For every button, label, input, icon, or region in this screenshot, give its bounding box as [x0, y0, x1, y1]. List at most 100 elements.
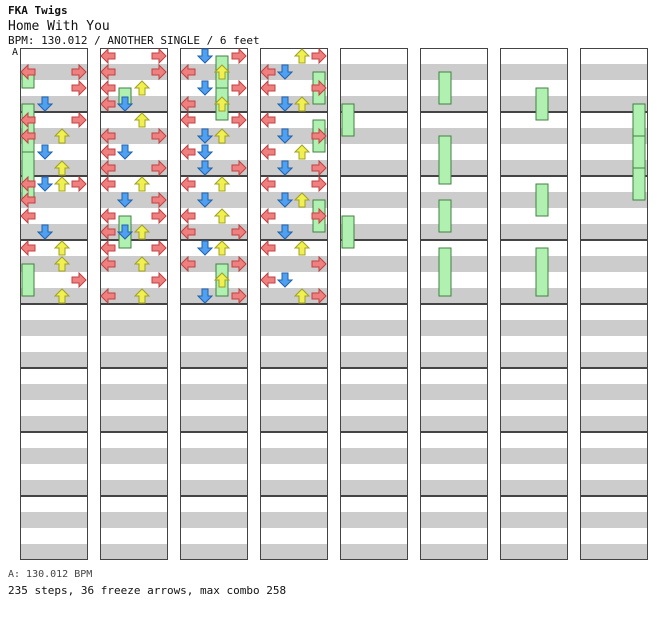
arrow-up-icon [293, 96, 311, 112]
chart-stripe [340, 480, 408, 496]
arrow-up-icon [213, 176, 231, 192]
chart-stripe [420, 48, 488, 64]
chart-stripe [340, 448, 408, 464]
chart-stripe [500, 144, 568, 160]
chart-stripe [420, 496, 488, 512]
arrow-left-icon [100, 95, 116, 113]
chart-stripe [580, 496, 648, 512]
chart-stripe [500, 256, 568, 272]
arrow-left-icon [260, 271, 276, 289]
chart-stripe [260, 224, 328, 240]
chart-stripe [500, 80, 568, 96]
chart-stripe [260, 320, 328, 336]
chart-stripe [340, 272, 408, 288]
measure-box [180, 304, 248, 368]
chart-stripe [100, 48, 168, 64]
arrow-right-icon [71, 63, 87, 81]
arrow-right-icon [311, 207, 327, 225]
freeze-arrow [438, 71, 452, 105]
arrow-left-icon [180, 255, 196, 273]
chart-stripe [100, 240, 168, 256]
chart-stripe [500, 464, 568, 480]
arrow-left-icon [20, 207, 36, 225]
chart-stripe [580, 144, 648, 160]
measure-box [500, 368, 568, 432]
arrow-down-icon [196, 80, 214, 96]
measure-box [20, 240, 88, 304]
arrow-up-icon [133, 256, 151, 272]
measure-box [500, 112, 568, 176]
chart-stripe [260, 544, 328, 560]
chart-stripe [180, 464, 248, 480]
chart-stripe [420, 368, 488, 384]
arrow-left-icon [100, 287, 116, 305]
arrow-up-icon [53, 240, 71, 256]
chart-stripe [580, 256, 648, 272]
measure-box [260, 48, 328, 112]
arrow-right-icon [231, 223, 247, 241]
chart-stripe [500, 96, 568, 112]
arrow-right-icon [151, 47, 167, 65]
chart-stripe [20, 416, 88, 432]
chart-stripe [420, 208, 488, 224]
freeze-arrow [341, 215, 355, 249]
chart-stripe [500, 176, 568, 192]
chart-stripe [180, 224, 248, 240]
measure-box [100, 432, 168, 496]
chart-stripe [580, 528, 648, 544]
chart-stripe [180, 272, 248, 288]
chart-stripe [420, 352, 488, 368]
measure-box [260, 176, 328, 240]
chart-stripe [20, 352, 88, 368]
chart-stripe [20, 64, 88, 80]
arrow-right-icon [231, 255, 247, 273]
measure-box [420, 240, 488, 304]
chart-stripe [180, 368, 248, 384]
measure-box [420, 48, 488, 112]
chart-stripe [180, 240, 248, 256]
chart-stripe [100, 176, 168, 192]
chart-stripe [20, 192, 88, 208]
chart-stripe [500, 480, 568, 496]
chart-stripe [420, 384, 488, 400]
measure-box [420, 432, 488, 496]
arrow-right-icon [71, 79, 87, 97]
chart-stripe [180, 432, 248, 448]
chart-stripe [500, 48, 568, 64]
chart-stripe [100, 272, 168, 288]
measure-box [180, 176, 248, 240]
chart-stripe [420, 512, 488, 528]
freeze-arrow [535, 247, 549, 297]
chart-stripe [100, 224, 168, 240]
arrow-down-icon [196, 128, 214, 144]
arrow-right-icon [71, 175, 87, 193]
chart-stripe [100, 400, 168, 416]
chart-stripe [20, 528, 88, 544]
arrow-left-icon [180, 95, 196, 113]
chart-stripe [580, 176, 648, 192]
arrow-down-icon [196, 48, 214, 64]
chart-stripe [420, 240, 488, 256]
chart-stripe [180, 192, 248, 208]
chart-stripe [20, 144, 88, 160]
chart-stripe [500, 544, 568, 560]
chart-stripe [260, 496, 328, 512]
arrow-right-icon [231, 79, 247, 97]
freeze-arrow [21, 263, 35, 297]
chart-stripe [180, 544, 248, 560]
arrow-down-icon [36, 224, 54, 240]
chart-stripe [100, 432, 168, 448]
chart-stripe [580, 288, 648, 304]
chart-stripe [340, 336, 408, 352]
arrow-left-icon [260, 207, 276, 225]
chart-stripe [340, 256, 408, 272]
chart-stripe [180, 384, 248, 400]
arrow-up-icon [213, 240, 231, 256]
chart-stripe [580, 272, 648, 288]
measure-box [420, 112, 488, 176]
arrow-left-icon [260, 143, 276, 161]
chart-stripe [580, 448, 648, 464]
chart-stripe [420, 464, 488, 480]
arrow-left-icon [100, 79, 116, 97]
arrow-left-icon [20, 127, 36, 145]
